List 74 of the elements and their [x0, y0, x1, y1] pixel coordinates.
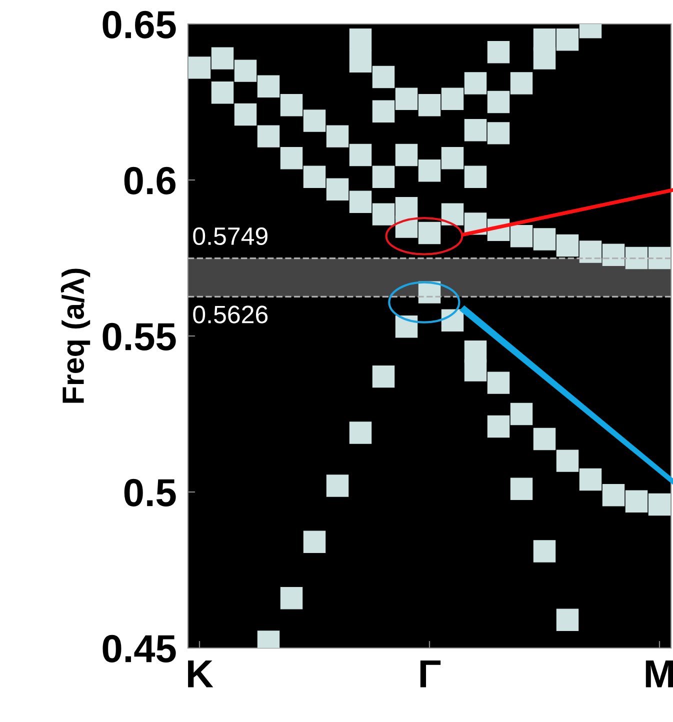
ref-line-label: 0.5626 [193, 306, 268, 324]
point [234, 103, 257, 126]
point [487, 372, 510, 394]
point [211, 82, 234, 104]
point [257, 125, 280, 148]
point [556, 608, 579, 632]
point [372, 203, 395, 226]
point [349, 28, 372, 51]
point [280, 147, 303, 170]
point [464, 72, 487, 94]
point [441, 147, 464, 170]
point [349, 50, 372, 73]
point [556, 28, 579, 51]
point [579, 240, 602, 263]
point [303, 166, 326, 188]
point [372, 365, 395, 388]
point [441, 203, 464, 226]
point [326, 474, 349, 497]
point [487, 415, 510, 438]
point [395, 316, 418, 338]
point [303, 110, 326, 132]
point [648, 246, 671, 270]
ref-line-label: 0.5749 [193, 227, 268, 246]
point [257, 75, 280, 98]
point [533, 428, 556, 450]
point [349, 190, 372, 213]
point [533, 47, 556, 70]
point [602, 484, 625, 506]
point [533, 540, 556, 562]
point [280, 586, 303, 610]
point [326, 178, 349, 200]
point [625, 246, 648, 270]
point [602, 244, 625, 266]
point [487, 40, 510, 64]
point [510, 402, 533, 426]
point [418, 160, 441, 182]
y-tick-label: 0.45 [102, 634, 176, 662]
point [579, 468, 602, 491]
point [349, 144, 372, 166]
point [441, 88, 464, 110]
x-tick-label: M [646, 660, 673, 688]
point [372, 166, 395, 188]
y-tick-label: 0.5 [124, 478, 176, 506]
point [464, 359, 487, 382]
point [464, 166, 487, 188]
point [533, 228, 556, 250]
point [648, 493, 671, 516]
point [395, 88, 418, 110]
point [510, 478, 533, 500]
point [280, 94, 303, 116]
y-tick-label: 0.55 [102, 322, 176, 350]
point [464, 118, 487, 142]
y-tick-label: 0.65 [102, 10, 176, 38]
point [418, 94, 441, 116]
y-axis-title: Freq (a/λ) [60, 268, 90, 403]
point [556, 234, 579, 257]
point [487, 122, 510, 144]
point [326, 125, 349, 148]
point [349, 422, 372, 444]
x-tick-label: Γ [420, 660, 441, 688]
point [556, 450, 579, 472]
point [372, 66, 395, 88]
point [510, 72, 533, 94]
point [510, 225, 533, 248]
y-tick-label: 0.6 [124, 166, 176, 194]
point [234, 60, 257, 82]
x-tick-label: K [188, 660, 214, 688]
point [372, 100, 395, 122]
point [211, 47, 234, 70]
point [395, 144, 418, 166]
point [303, 530, 326, 554]
point [487, 90, 510, 114]
point [625, 490, 648, 512]
point [188, 56, 211, 79]
